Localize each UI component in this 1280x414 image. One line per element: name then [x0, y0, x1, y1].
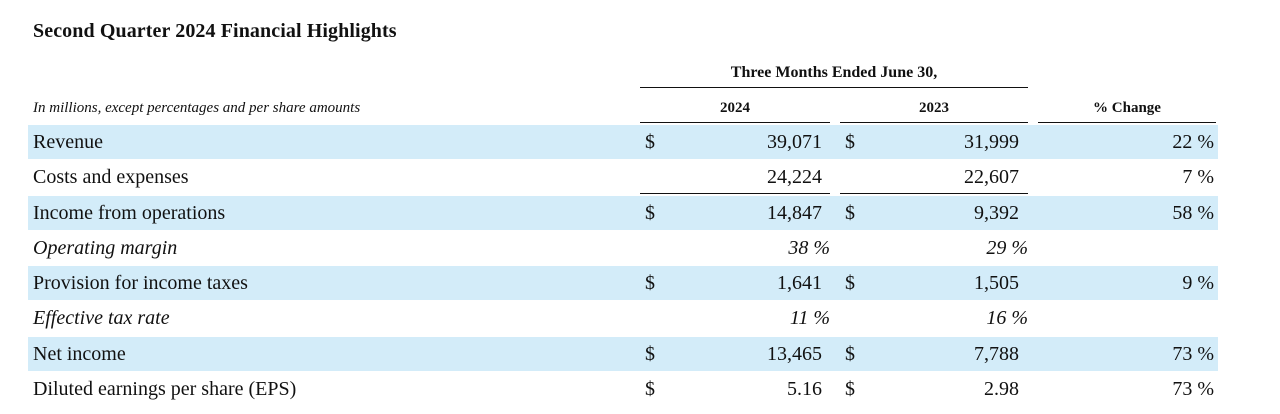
currency-symbol: $ [845, 378, 855, 400]
row-label: Diluted earnings per share (EPS) [33, 378, 297, 400]
table-row-net-income: Net income $ 13,465 $ 7,788 73 % [28, 337, 1218, 371]
row-label: Revenue [33, 131, 103, 153]
value-2024: 13,465 [767, 343, 822, 365]
percent-change: 73 % [1172, 343, 1214, 365]
percent-change: 7 % [1182, 166, 1214, 188]
page-title: Second Quarter 2024 Financial Highlights [33, 20, 397, 42]
table-row-provision-for-income-taxes: Provision for income taxes $ 1,641 $ 1,5… [28, 266, 1218, 300]
percent-change: 58 % [1172, 202, 1214, 224]
value-2024: 5.16 [787, 378, 822, 400]
value-2024: 1,641 [777, 272, 822, 294]
percent-change: 9 % [1182, 272, 1214, 294]
value-2023: 9,392 [974, 202, 1019, 224]
currency-symbol: $ [645, 378, 655, 400]
value-2023: 2.98 [984, 378, 1019, 400]
currency-symbol: $ [645, 272, 655, 294]
subtotal-rule-2024 [640, 193, 830, 194]
value-2023: 22,607 [964, 166, 1019, 188]
currency-symbol: $ [645, 202, 655, 224]
table-row-operating-margin: Operating margin 38 % 29 % [28, 231, 1218, 265]
row-label: Provision for income taxes [33, 272, 248, 294]
margin-2023: 29 % [986, 237, 1028, 259]
row-label: Effective tax rate [33, 307, 170, 329]
value-2024: 14,847 [767, 202, 822, 224]
row-label: Operating margin [33, 237, 178, 259]
header-rule-2024 [640, 122, 830, 123]
column-header-2023: 2023 [919, 100, 949, 116]
margin-2024: 38 % [788, 237, 830, 259]
currency-symbol: $ [845, 343, 855, 365]
value-2023: 1,505 [974, 272, 1019, 294]
percent-change: 22 % [1172, 131, 1214, 153]
value-2024: 24,224 [767, 166, 822, 188]
currency-symbol: $ [645, 131, 655, 153]
value-2023: 7,788 [974, 343, 1019, 365]
row-label: Income from operations [33, 202, 226, 224]
column-header-2024: 2024 [720, 100, 750, 116]
subtotal-rule-2023 [840, 193, 1028, 194]
row-label: Costs and expenses [33, 166, 189, 188]
value-2023: 31,999 [964, 131, 1019, 153]
row-label: Net income [33, 343, 126, 365]
currency-symbol: $ [645, 343, 655, 365]
group-header-rule [640, 87, 1028, 88]
currency-symbol: $ [845, 131, 855, 153]
table-row-costs: Costs and expenses 24,224 22,607 7 % [28, 160, 1218, 194]
period-group-header: Three Months Ended June 30, [730, 64, 938, 81]
table-row-effective-tax-rate: Effective tax rate 11 % 16 % [28, 301, 1218, 335]
column-header-change: % Change [1093, 100, 1161, 116]
table-row-diluted-eps: Diluted earnings per share (EPS) $ 5.16 … [28, 372, 1218, 406]
header-rule-change [1038, 122, 1216, 123]
table-row-revenue: Revenue $ 39,071 $ 31,999 22 % [28, 125, 1218, 159]
currency-symbol: $ [845, 272, 855, 294]
rate-2024: 11 % [789, 307, 830, 329]
units-note: In millions, except percentages and per … [33, 100, 361, 116]
header-rule-2023 [840, 122, 1028, 123]
value-2024: 39,071 [767, 131, 822, 153]
rate-2023: 16 % [986, 307, 1028, 329]
table-row-income-from-operations: Income from operations $ 14,847 $ 9,392 … [28, 196, 1218, 230]
percent-change: 73 % [1172, 378, 1214, 400]
currency-symbol: $ [845, 202, 855, 224]
